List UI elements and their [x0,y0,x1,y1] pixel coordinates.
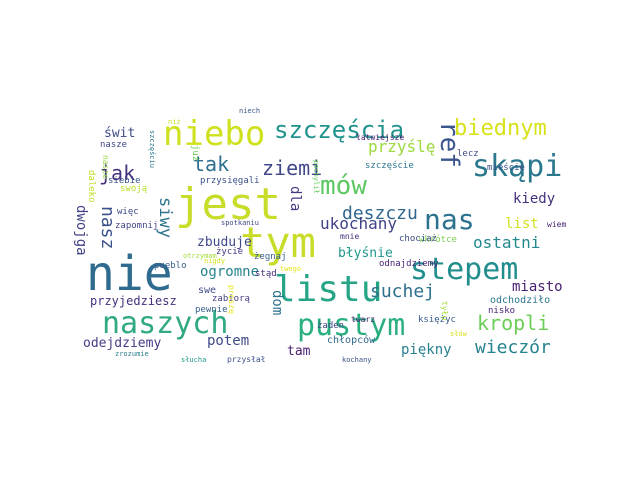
word-82: twarz [351,315,376,324]
word-53: wiem [547,220,567,229]
word-34: dom [269,290,285,316]
word-72: niech [239,107,261,115]
word-32: siwy [155,197,175,238]
word-56: szczęście [365,161,414,171]
word-43: odchodziło [490,295,551,306]
word-22: ukochany [320,214,398,233]
word-44: chłopców [327,335,376,346]
word-85: słucha [181,356,207,364]
word-38: piękny [401,342,452,358]
word-68: szczęściu [148,130,156,168]
word-31: dwojga [73,205,89,256]
word-23: ostatni [473,233,541,252]
word-2: jest [175,179,281,230]
word-35: ogromne [200,264,260,280]
word-62: więc [117,207,139,217]
word-78: pochylił [312,160,320,194]
word-81: żaden [317,321,345,331]
word-16: tak [193,152,230,176]
word-73: łatwiejsze [356,133,405,142]
word-10: niebo [163,114,266,154]
word-33: dla [287,186,303,212]
word-71: daleko [86,170,96,203]
word-49: żegnaj [254,252,287,262]
word-59: spotkaniu [221,219,259,227]
word-17: jak [99,161,136,185]
word-60: życie [216,247,244,257]
word-86: przysłał [227,355,266,364]
word-45: zabiorą [212,294,250,304]
word-48: stąd [255,269,277,279]
word-74: otrzymam [183,252,217,260]
word-9: mów [320,171,367,201]
word-47: swe [198,285,217,296]
word-87: niż [168,118,181,126]
word-54: lecz [457,149,479,159]
word-84: zrozumie [115,350,149,358]
word-6: pustym [297,308,406,343]
word-5: naszych [102,306,229,341]
word-28: zbuduje [197,235,252,250]
word-13: ref [434,121,464,168]
word-40: świt [104,126,136,141]
word-24: przyślę [368,137,436,156]
word-77: proszę [227,285,236,314]
word-15: ziemi [262,156,323,180]
word-11: skąpi [472,149,563,184]
word-8: nas [424,203,475,236]
word-69: nasze [101,155,110,180]
word-65: siebie [108,176,141,186]
word-67: już [190,145,200,162]
word-58: mnie [340,232,360,241]
word-30: nasz [97,206,118,250]
word-36: potem [207,333,250,349]
word-75: nigdy [204,257,226,265]
word-70: nasze [100,140,128,150]
word-37: tam [287,344,311,359]
word-57: chociaż [399,234,437,244]
word-20: kropli [477,311,550,335]
word-41: przyjedziesz [90,294,177,308]
word-76: twego [280,265,302,273]
word-19: suchej [370,281,436,302]
word-79: tyłu [440,301,449,321]
word-46: pewnie [195,305,228,315]
word-55: mieście [487,163,525,173]
word-61: pueblo [154,261,187,271]
word-14: biednym [454,116,547,141]
word-50: księżyc [418,315,456,325]
word-52: wkrótce [419,235,457,245]
word-27: miasto [512,279,563,295]
word-21: wieczór [475,337,551,358]
word-7: stepem [410,252,519,287]
word-64: swoją [120,184,148,194]
word-3: tym [240,218,316,267]
word-80: słów [450,330,467,338]
word-12: szczęścia [274,116,405,144]
word-66: przysięgali [200,176,260,186]
word-63: zapomnij [115,221,159,231]
word-25: kiedy [513,191,556,207]
word-39: odejdziemy [83,336,162,351]
word-18: deszczu [342,203,418,224]
word-1: nie [86,246,173,302]
word-42: odnajdziemy [379,259,439,269]
word-51: nisko [488,306,516,316]
word-83: kochany [342,356,372,364]
word-26: list [505,216,539,232]
word-29: błyśnie [338,246,393,261]
word-4: listu [274,269,383,310]
